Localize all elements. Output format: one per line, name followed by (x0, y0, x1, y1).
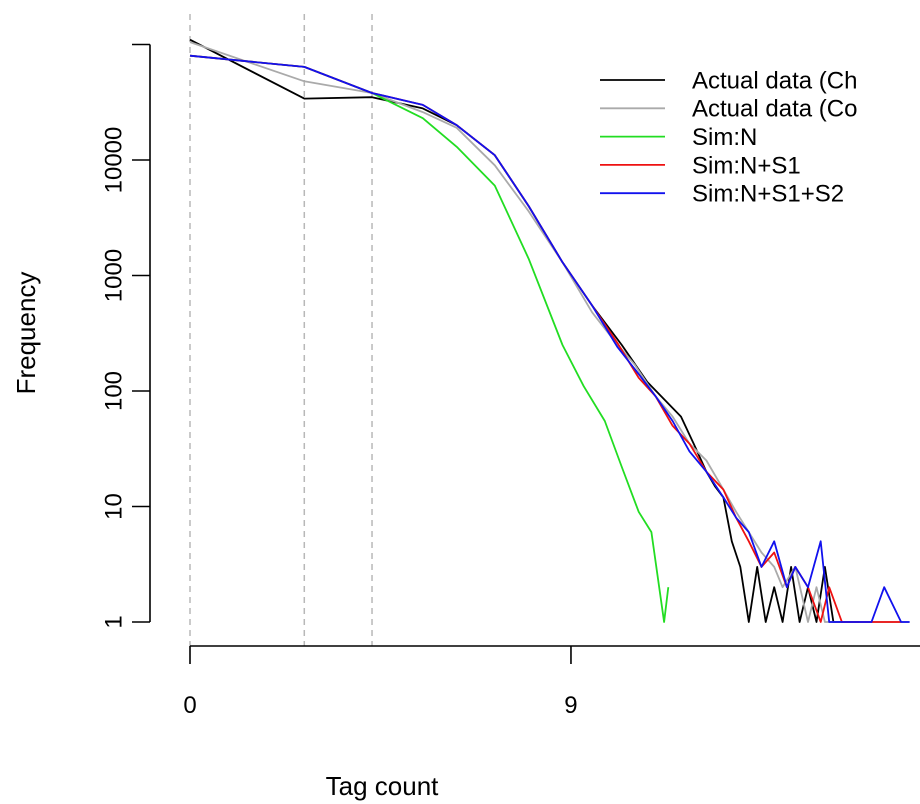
x-axis-title: Tag count (326, 771, 440, 801)
y-axis-title: Frequency (11, 272, 41, 395)
y-tick-label: 10000 (100, 127, 127, 194)
x-tick-label: 0 (183, 692, 196, 719)
vertical-reference-lines (189, 14, 373, 646)
legend-label: Sim:N+S1+S2 (692, 181, 844, 208)
y-tick-label: 10 (100, 493, 127, 520)
legend-label: Actual data (Co (692, 96, 857, 123)
legend-label: Sim:N+S1 (692, 152, 801, 179)
y-tick-label: 1 (100, 615, 127, 628)
series-line-1 (189, 38, 859, 623)
x-tick-label: 9 (564, 692, 577, 719)
series-line-5 (189, 54, 910, 623)
y-tick-label: 100 (100, 371, 127, 411)
y-tick-label: 1000 (100, 249, 127, 302)
legend-label: Actual data (Ch (692, 67, 857, 94)
series-lines (189, 38, 910, 623)
series-line-3 (189, 54, 670, 623)
y-axis: 1 10 100 1000 10000 (100, 43, 151, 629)
series-line-2 (189, 41, 910, 623)
series-line-4 (189, 54, 902, 623)
y-axis-ticks: 1 10 100 1000 10000 (100, 43, 150, 629)
legend-label: Sim:N (692, 124, 757, 151)
